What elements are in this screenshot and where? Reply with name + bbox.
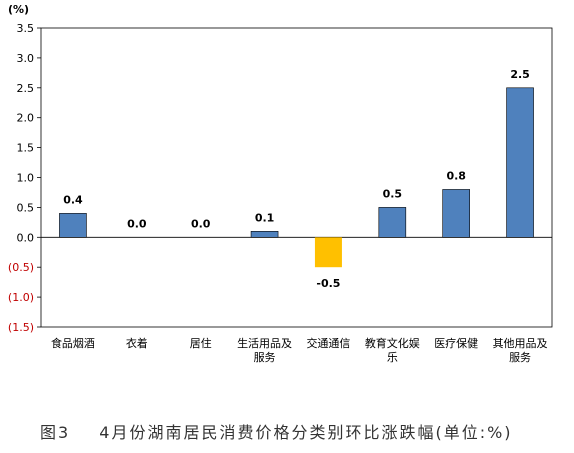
y-tick-label: 2.5 xyxy=(17,82,35,95)
bar-chart: (%) 3.5 3.0 2.5 2.0 1.5 1.0 0.5 0.0 (0.5) (1.0) (1… xyxy=(8,3,553,364)
data-label: -0.5 xyxy=(316,277,340,290)
bar xyxy=(250,231,279,238)
chart: (%) 3.5 3.0 2.5 2.0 1.5 1.0 0.5 0.0 (0.5) (1.0) (1… xyxy=(8,3,553,364)
x-tick-label: 生活用品及服务 xyxy=(237,336,292,364)
x-tick-label: 交通通信 xyxy=(306,336,350,350)
bar xyxy=(59,213,87,238)
bar xyxy=(378,207,407,238)
y-tick-label: (1.5) xyxy=(8,321,34,334)
data-label: 0.5 xyxy=(383,187,403,200)
y-tick-label: 0.5 xyxy=(17,201,35,214)
y-tick-label: 2.0 xyxy=(17,112,35,125)
x-tick-label: 医疗保健 xyxy=(434,336,478,350)
y-unit-label: (%) xyxy=(8,3,29,16)
x-tick-label: 衣着 xyxy=(126,336,148,350)
data-label: 0.0 xyxy=(191,217,211,230)
data-label: 2.5 xyxy=(510,68,530,81)
figure-number: 图3 xyxy=(40,423,71,442)
bar xyxy=(506,87,534,238)
x-tick-label: 居住 xyxy=(190,336,212,350)
bar xyxy=(442,189,470,238)
bar xyxy=(314,237,342,268)
figure-title: 4月份湖南居民消费价格分类别环比涨跌幅(单位:%) xyxy=(99,423,513,442)
y-tick-label: (0.5) xyxy=(8,261,34,274)
x-tick-label: 其他用品及服务 xyxy=(493,337,548,364)
x-tick-label: 食品烟酒 xyxy=(51,336,95,350)
y-tick-label: 3.0 xyxy=(17,52,35,65)
y-tick-label: 1.0 xyxy=(17,172,35,185)
y-tick-label: 3.5 xyxy=(17,22,35,35)
data-labels: 0.4 0.0 0.0 0.1 -0.5 0.5 0.8 2.5 xyxy=(63,68,530,290)
y-tick-label: 0.0 xyxy=(17,231,35,244)
x-tick-label: 教育文化娱乐 xyxy=(365,336,420,364)
data-label: 0.8 xyxy=(446,169,466,182)
y-tick-label: 1.5 xyxy=(17,142,35,155)
data-label: 0.4 xyxy=(63,193,83,206)
y-tick-label: (1.0) xyxy=(8,291,34,304)
data-label: 0.1 xyxy=(255,211,275,224)
plot-border xyxy=(40,27,553,328)
bars xyxy=(59,87,534,268)
plot-frame xyxy=(40,27,553,328)
y-axis: 3.5 3.0 2.5 2.0 1.5 1.0 0.5 0.0 (0.5) (1.0) (1.5) xyxy=(8,22,552,334)
figure-caption: 图3 4月份湖南居民消费价格分类别环比涨跌幅(单位:%) xyxy=(0,419,574,443)
data-label: 0.0 xyxy=(127,217,147,230)
